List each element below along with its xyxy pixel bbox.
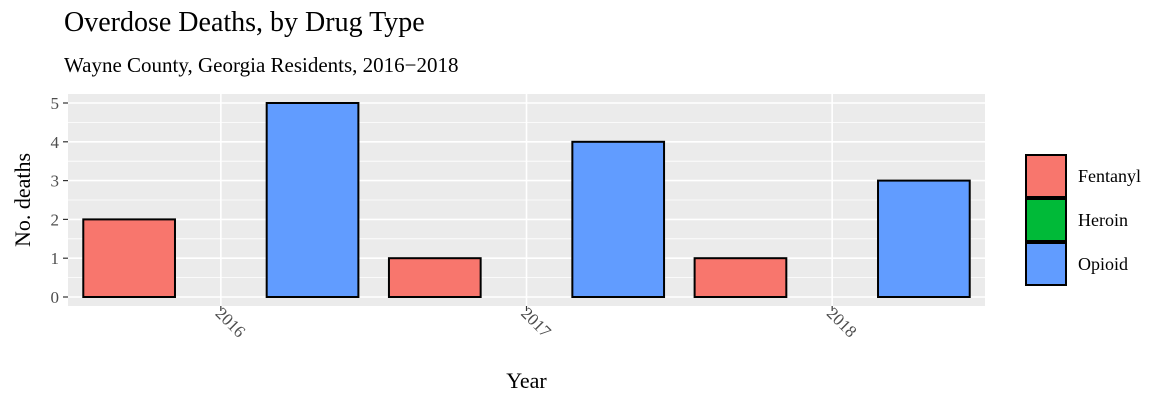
legend-label-opioid: Opioid xyxy=(1078,254,1128,274)
legend-key-heroin xyxy=(1025,198,1067,242)
y-tick-label: 0 xyxy=(51,288,60,307)
legend-key-fentanyl xyxy=(1025,154,1067,198)
bar-opioid-2016 xyxy=(265,102,360,298)
legend-key-opioid xyxy=(1025,242,1067,286)
x-tick-label: 2016 xyxy=(212,304,249,341)
x-axis: 2016 2017 2018 xyxy=(212,304,861,342)
y-tick-label: 4 xyxy=(51,133,60,152)
y-axis-title: No. deaths xyxy=(10,153,35,247)
grid-lines xyxy=(68,94,985,306)
x-axis-title: Year xyxy=(506,368,547,393)
legend-label-heroin: Heroin xyxy=(1078,210,1128,230)
y-tick-label: 1 xyxy=(51,249,60,268)
chart-title: Overdose Deaths, by Drug Type xyxy=(64,7,425,38)
x-tick-label: 2017 xyxy=(517,304,555,342)
legend-label-fentanyl: Fentanyl xyxy=(1078,166,1141,186)
bar-opioid-2018 xyxy=(877,179,971,299)
y-tick-label: 2 xyxy=(51,210,60,229)
y-tick-label: 3 xyxy=(51,172,60,191)
x-tick-label: 2018 xyxy=(823,304,860,341)
bar-fentanyl-2016 xyxy=(82,218,176,298)
bars xyxy=(82,102,971,299)
bar-opioid-2017 xyxy=(571,140,666,298)
bar-fentanyl-2017 xyxy=(387,257,482,299)
legend: Fentanyl Heroin Opioid xyxy=(1025,154,1141,286)
chart-subtitle: Wayne County, Georgia Residents, 2016−20… xyxy=(64,53,459,77)
bar-fentanyl-2018 xyxy=(693,257,788,299)
y-tick-label: 5 xyxy=(51,94,60,113)
y-axis: 0 1 2 3 4 5 xyxy=(51,94,68,307)
